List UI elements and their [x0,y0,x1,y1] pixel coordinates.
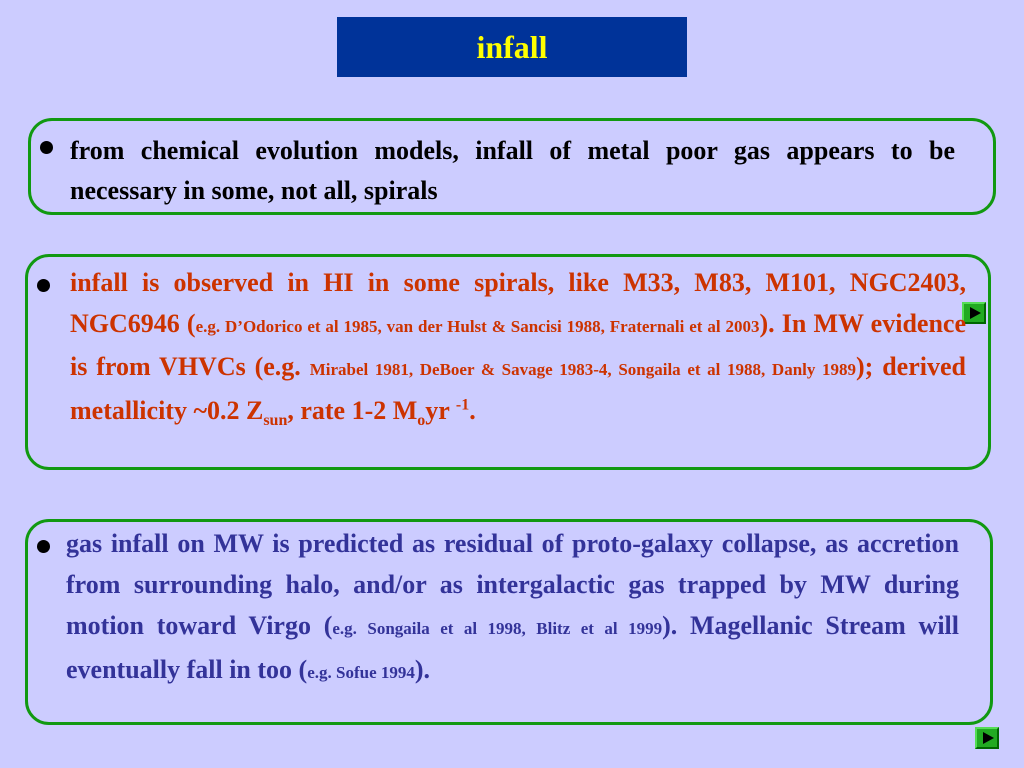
panel2-text-part1: infall is observed in HI in some spirals… [70,268,966,338]
panel2-reference-2: Mirabel 1981, DeBoer & Savage 1983-4, So… [309,360,857,379]
next-slide-button[interactable] [962,302,986,324]
title-banner: infall [337,17,687,77]
bullet-dot-icon [37,279,50,292]
next-slide-button-bottom[interactable] [975,727,999,749]
bullet-dot-icon [40,141,53,154]
panel3-text-part3: ). [414,655,431,684]
bullet-panel-chemical-evolution: from chemical evolution models, infall o… [28,118,996,324]
play-triangle-icon [983,732,994,744]
panel3-text-part2: ). Magellanic Stream will eventually fal… [66,611,959,684]
panel3-text: gas infall on MW is predicted as residua… [66,523,959,693]
panel2-reference-1: e.g. D’Odorico et al 1985, van der Hulst… [195,316,760,336]
page-title: infall [476,29,548,65]
panel2-text: infall is observed in HI in some spirals… [70,263,966,431]
bullet-panel-observed-infall: infall is observed in HI in some spirals… [25,254,991,470]
panel2-text-part3: ); derived metallicity ~0.2 Z [70,352,966,425]
panel3-reference-1: e.g. Songaila et al 1998, Blitz et al 19… [332,619,663,638]
panel3-reference-2: e.g. Sofue 1994 [307,663,415,682]
play-triangle-icon [970,307,981,319]
panel3-text-part1: gas infall on MW is predicted as residua… [66,529,959,640]
panel2-superscript: -1 [455,395,470,413]
bullet-dot-icon [37,540,50,553]
panel2-subscript-sun: sun [263,411,288,429]
panel2-text-part6: . [469,395,476,425]
panel1-text: from chemical evolution models, infall o… [70,136,955,205]
panel2-text-part5: yr [425,395,456,425]
bullet-panel-predicted-infall: gas infall on MW is predicted as residua… [25,519,993,725]
panel2-text-part4: , rate 1-2 M [287,395,418,425]
panel2-subscript-o: o [417,411,426,429]
panel2-text-part2: ). In MW evidence is from VHVCs (e.g. [70,308,966,382]
